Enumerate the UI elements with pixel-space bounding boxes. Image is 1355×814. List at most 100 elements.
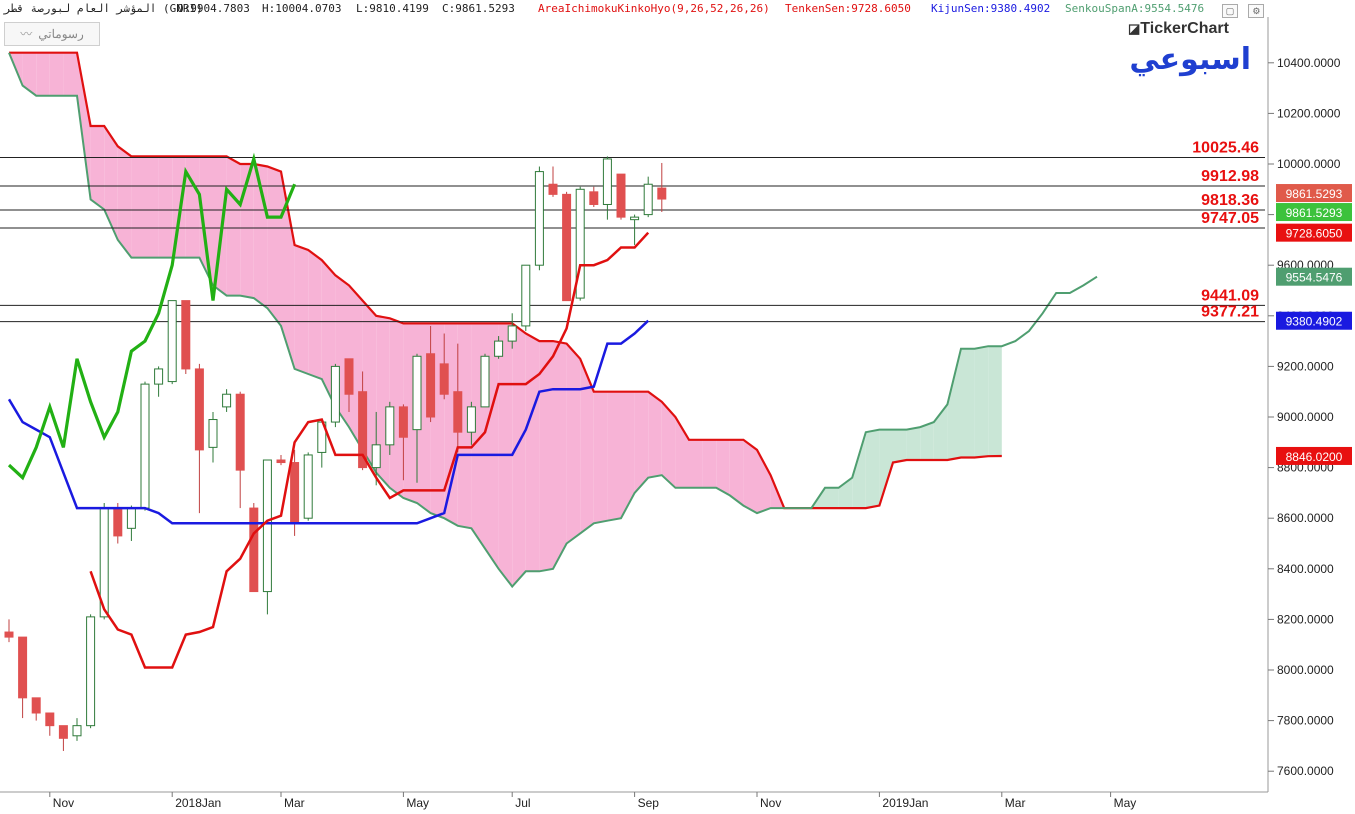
level-label: 9912.98 (1201, 168, 1259, 185)
candle-body (398, 406, 408, 438)
x-tick-label: 2019Jan (882, 796, 928, 810)
y-tick-label: 8000.0000 (1277, 663, 1334, 677)
candle-body (385, 406, 395, 446)
price-tag (1276, 223, 1352, 242)
level-label: 9377.21 (1201, 304, 1259, 321)
settings-icon[interactable]: ⚙ (1248, 4, 1265, 18)
y-tick-label: 9200.0000 (1277, 359, 1334, 373)
cloud-segment-bullish (947, 348, 961, 461)
candle-body (86, 616, 96, 727)
price-tag (1276, 184, 1352, 203)
y-tick-label: 10400.0000 (1277, 56, 1341, 70)
candle-body (426, 353, 436, 418)
senkou-a-value: SenkouSpanA:9554.5476 (1065, 2, 1205, 15)
price-tag-label: 9861.5293 (1286, 187, 1343, 201)
candle-body (643, 183, 653, 216)
x-tick-label: Nov (760, 796, 781, 810)
candle-body (630, 216, 640, 221)
candle-body (494, 340, 504, 357)
candle-body (534, 171, 544, 266)
cloud-segment-bearish (648, 391, 662, 478)
y-tick-label: 7800.0000 (1277, 714, 1334, 728)
cloud-segment-bearish (634, 391, 649, 493)
cloud-segment-bullish (852, 432, 866, 509)
price-tag (1276, 203, 1352, 222)
cloud-segment-bullish (961, 348, 975, 458)
candle-body (290, 462, 300, 524)
window-buttons: ▢ ⚙ (1216, 1, 1268, 18)
x-tick-label: May (406, 796, 429, 810)
header-bar: المؤشر العام لبورصة قطر (GNRI) O:9904.78… (0, 0, 1355, 17)
candle-body (18, 636, 28, 699)
candle-body (480, 355, 490, 408)
price-tag (1276, 311, 1352, 330)
candle-body (262, 459, 272, 593)
x-tick-label: Mar (1005, 796, 1026, 810)
cloud-segment-bearish (267, 166, 281, 326)
candle-body (167, 300, 177, 383)
y-tick-label: 7600.0000 (1277, 764, 1334, 778)
cloud-segment-bearish (729, 439, 744, 506)
cloud-segment-bearish (689, 439, 703, 488)
cloud-segment-bearish (743, 439, 757, 514)
candle-body (412, 355, 422, 431)
candle-body (58, 725, 68, 739)
chikou-span-line (7, 152, 297, 481)
cloud-segment-bullish (988, 346, 1002, 457)
candle-body (235, 393, 245, 471)
maximize-icon[interactable]: ▢ (1222, 4, 1238, 18)
candle-body (4, 631, 14, 638)
candle-body (154, 368, 164, 385)
price-tag-label: 9728.6050 (1286, 227, 1343, 241)
candle-body (140, 383, 150, 509)
candle-body (344, 358, 354, 395)
cloud-segment-bearish (512, 323, 526, 587)
candle-body (194, 368, 204, 451)
candle-body (507, 325, 517, 342)
cloud-segment-bullish (893, 429, 907, 463)
cloud-segment-bullish (906, 427, 921, 461)
period-label: اسبوعي (1129, 42, 1251, 77)
candle-body (249, 507, 259, 593)
cloud-segment-bullish (825, 487, 839, 509)
cloud-segment-bearish (593, 391, 608, 524)
level-label: 9441.09 (1201, 287, 1259, 304)
cloud-segment-bearish (607, 391, 621, 521)
candle-body (521, 264, 531, 327)
level-label: 9747.05 (1201, 210, 1259, 227)
cloud-segment-bearish (199, 156, 213, 286)
candle-body (222, 393, 232, 408)
candle-body (72, 725, 82, 737)
candle-body (439, 363, 449, 395)
tenkan-sen-line (89, 231, 650, 669)
y-tick-label: 8200.0000 (1277, 612, 1334, 626)
kijun-value: KijunSen:9380.4902 (931, 2, 1051, 15)
cloud-segment-bearish (63, 52, 77, 96)
cloud-segment-bearish (430, 323, 445, 519)
x-tick-label: Nov (53, 796, 74, 810)
kijun-sen-line (7, 319, 650, 525)
candle-body (330, 365, 340, 423)
cloud-segment-bearish (36, 52, 50, 96)
candle-body (657, 187, 667, 200)
high-value: H:10004.0703 (262, 2, 342, 15)
price-tag-label: 8846.0200 (1286, 450, 1343, 464)
cloud-segment-bearish (716, 439, 730, 496)
candle-body (276, 459, 286, 464)
price-tag-label: 9554.5476 (1286, 271, 1343, 285)
logo-icon: ◪ (1128, 21, 1141, 36)
candle-body (358, 391, 368, 469)
price-axis-bg (1268, 17, 1355, 792)
price-tag-label: 9861.5293 (1286, 206, 1343, 220)
cloud-segment-bearish (525, 333, 540, 572)
candles (4, 156, 667, 751)
candle-body (126, 507, 136, 529)
drawings-toggle-button[interactable]: 〰 رسوماتي (4, 22, 100, 46)
y-tick-label: 9000.0000 (1277, 410, 1334, 424)
cloud-segment-bearish (49, 52, 64, 96)
candle-body (616, 173, 626, 218)
x-tick-label: Mar (284, 796, 305, 810)
candle-body (466, 406, 476, 433)
cloud-segment-bearish (294, 244, 309, 374)
